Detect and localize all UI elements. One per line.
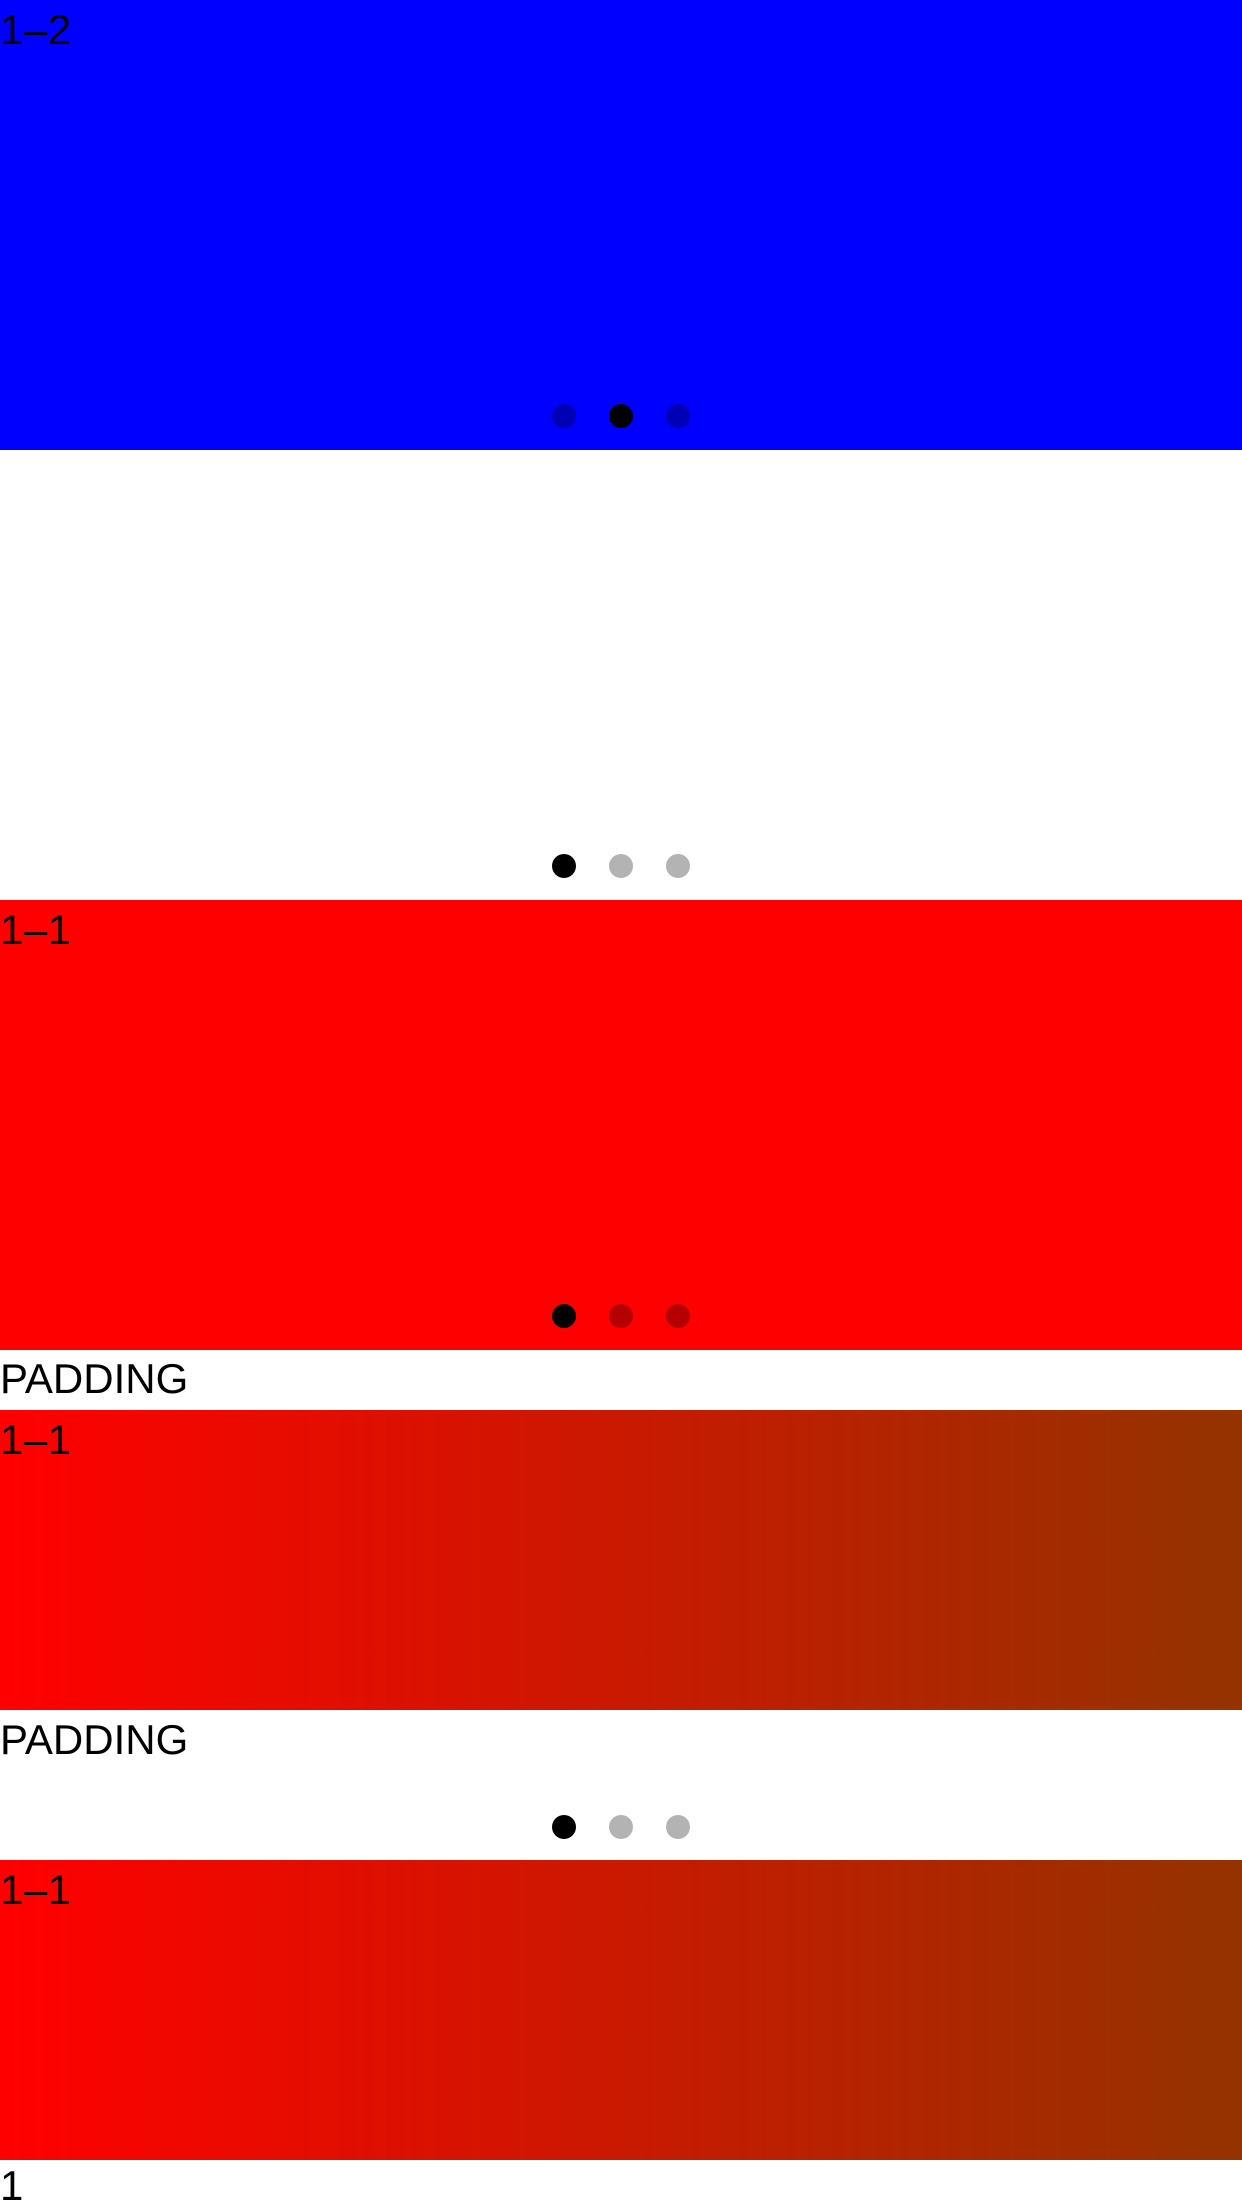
carousel-red[interactable]: 1–1 [0,900,1242,1350]
page-dot-1[interactable] [552,404,576,428]
page-dot-2[interactable] [609,1815,633,1839]
page-indicator[interactable] [0,404,1242,428]
footer-label: 1 [0,2162,24,2208]
page-dot-1-active[interactable] [552,1815,576,1839]
slide-label: 1–1 [0,906,72,953]
page-dot-3[interactable] [666,404,690,428]
page-dot-3[interactable] [666,854,690,878]
carousel-blue[interactable]: 1–2 [0,0,1242,450]
page-indicator[interactable] [0,854,1242,878]
page-dot-3[interactable] [666,1304,690,1328]
page-dot-3[interactable] [666,1815,690,1839]
page-dot-2-active[interactable] [609,404,633,428]
page-dot-1-active[interactable] [552,854,576,878]
padding-label-top: PADDING [0,1355,189,1402]
page-indicator[interactable] [0,1304,1242,1328]
slide-label: 1–1 [0,1866,72,1913]
padding-label-bottom: PADDING [0,1716,189,1763]
gradient-slide-second[interactable]: 1–1 [0,1860,1242,2160]
page-dot-2[interactable] [609,854,633,878]
page-indicator-standalone[interactable] [0,1815,1242,1839]
page-dot-2[interactable] [609,1304,633,1328]
carousel-white[interactable] [0,450,1242,900]
gradient-slide[interactable]: 1–1 [0,1410,1242,1710]
page-dot-1-active[interactable] [552,1304,576,1328]
slide-label: 1–1 [0,1416,72,1463]
slide-label: 1–2 [0,6,72,53]
